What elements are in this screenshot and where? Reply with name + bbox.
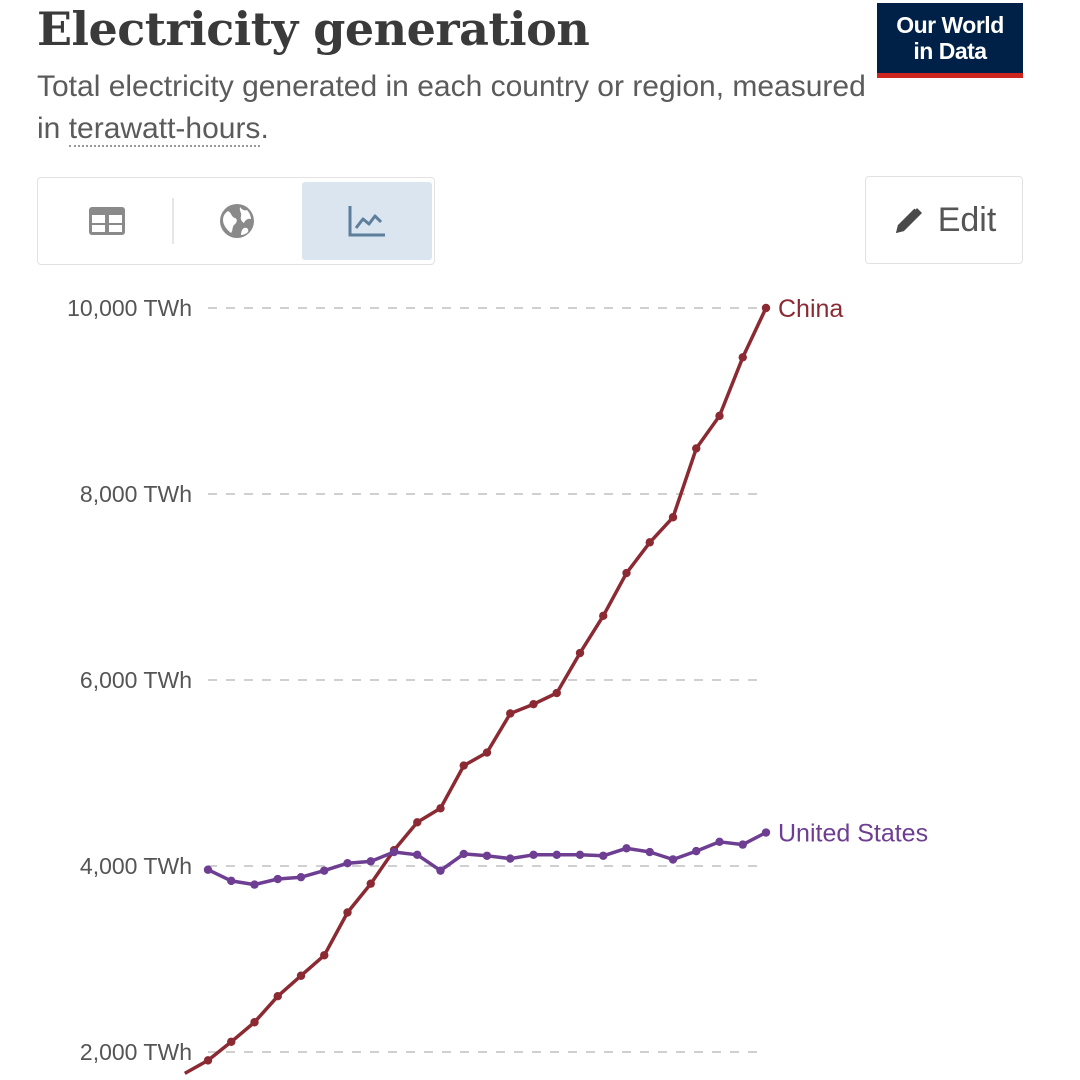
data-point-united-states[interactable] (622, 844, 631, 853)
subtitle-period: . (260, 112, 269, 145)
data-point-united-states[interactable] (273, 874, 282, 884)
data-point-china[interactable] (203, 1056, 213, 1065)
data-point-united-states[interactable] (482, 851, 492, 860)
view-tabs (37, 177, 435, 265)
tab-map[interactable] (172, 182, 302, 260)
data-point-china[interactable] (296, 971, 306, 980)
data-point-china[interactable] (436, 804, 445, 813)
logo-line-1: Our World (896, 12, 1004, 38)
data-point-china[interactable] (738, 353, 747, 362)
chart-title: Electricity generation (37, 2, 590, 56)
series-line-china[interactable] (183, 307, 768, 1075)
chart-subtitle: Total electricity generated in each coun… (37, 66, 867, 150)
data-point-united-states[interactable] (343, 859, 352, 868)
data-point-united-states[interactable] (715, 837, 724, 847)
data-point-united-states[interactable] (506, 854, 515, 863)
data-point-united-states[interactable] (413, 850, 422, 860)
data-point-china[interactable] (622, 568, 631, 578)
data-point-united-states[interactable] (575, 850, 585, 860)
data-point-china[interactable] (761, 303, 771, 313)
data-point-united-states[interactable] (250, 880, 259, 889)
y-tick-label: 4,000 TWh (80, 853, 192, 879)
data-point-united-states[interactable] (552, 850, 561, 860)
y-tick-label: 8,000 TWh (80, 481, 192, 507)
data-point-china[interactable] (413, 818, 422, 827)
data-point-united-states[interactable] (296, 872, 306, 882)
y-tick-label: 10,000 TWh (67, 295, 192, 321)
data-point-united-states[interactable] (436, 866, 445, 875)
data-point-china[interactable] (227, 1037, 236, 1046)
data-point-china[interactable] (529, 699, 538, 709)
tab-table[interactable] (42, 182, 172, 260)
series-label-united-states[interactable]: United States (778, 820, 928, 848)
data-point-united-states[interactable] (738, 840, 747, 849)
owid-logo[interactable]: Our World in Data (877, 3, 1023, 78)
data-point-united-states[interactable] (692, 846, 701, 856)
logo-line-2: in Data (913, 38, 987, 64)
data-point-china[interactable] (552, 688, 561, 698)
data-point-united-states[interactable] (645, 847, 654, 857)
data-point-china[interactable] (599, 611, 608, 621)
tab-chart[interactable] (302, 182, 432, 260)
data-point-china[interactable] (250, 1018, 259, 1027)
data-point-china[interactable] (692, 444, 701, 453)
data-point-united-states[interactable] (320, 866, 329, 875)
data-point-china[interactable] (715, 411, 724, 421)
table-icon (89, 207, 125, 235)
data-point-united-states[interactable] (459, 849, 468, 859)
line-chart-icon (348, 206, 385, 237)
data-point-china[interactable] (506, 709, 515, 718)
y-tick-label: 2,000 TWh (80, 1039, 192, 1065)
series-layer: China United States (183, 295, 928, 1075)
pencil-icon (895, 205, 922, 233)
data-point-china[interactable] (366, 879, 375, 888)
edit-button[interactable]: Edit (865, 176, 1023, 264)
line-chart: 10,000 TWh 8,000 TWh 6,000 TWh 4,000 TWh 2,0… (67, 295, 928, 1075)
terawatt-hours-link[interactable]: terawatt-hours (68, 112, 261, 147)
y-tick-label: 6,000 TWh (80, 667, 192, 693)
data-point-united-states[interactable] (761, 828, 771, 837)
data-point-china[interactable] (668, 513, 678, 522)
data-point-united-states[interactable] (599, 851, 608, 860)
data-point-united-states[interactable] (668, 855, 678, 864)
data-point-china[interactable] (320, 951, 329, 960)
data-point-china[interactable] (459, 761, 468, 770)
globe-icon (220, 204, 254, 238)
grid-layer: 10,000 TWh 8,000 TWh 6,000 TWh 4,000 TWh 2,0… (67, 295, 766, 1065)
data-point-united-states[interactable] (529, 850, 538, 860)
data-point-china[interactable] (482, 748, 492, 757)
tab-divider (172, 198, 174, 244)
data-point-united-states[interactable] (227, 876, 236, 886)
data-point-china[interactable] (343, 908, 352, 917)
data-point-china[interactable] (273, 992, 282, 1001)
data-point-united-states[interactable] (389, 847, 399, 857)
edit-label: Edit (937, 200, 997, 239)
data-point-united-states[interactable] (366, 857, 375, 866)
data-point-united-states[interactable] (203, 865, 213, 874)
series-label-china[interactable]: China (778, 295, 843, 323)
data-point-china[interactable] (575, 648, 585, 658)
subtitle-text: Total electricity generated in each coun… (37, 70, 866, 145)
data-point-china[interactable] (645, 538, 654, 547)
